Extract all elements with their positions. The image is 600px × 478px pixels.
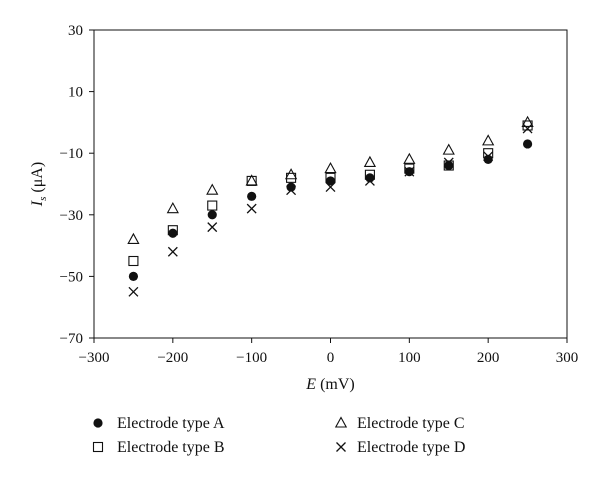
axis-titles: E (mV) Is (μA) bbox=[29, 162, 355, 393]
y-axis-title: Is (μA) bbox=[29, 162, 49, 207]
y-tick-label: 30 bbox=[68, 23, 83, 39]
data-point bbox=[442, 143, 455, 155]
y-tick-label: −10 bbox=[60, 146, 83, 162]
legend-marker bbox=[334, 416, 348, 428]
data-point bbox=[167, 225, 178, 236]
x-tick-label: −200 bbox=[157, 350, 188, 366]
legend-label: Electrode type A bbox=[117, 415, 225, 432]
data-point bbox=[128, 255, 139, 267]
x-tick-label: −100 bbox=[236, 350, 267, 366]
data-point bbox=[483, 154, 493, 164]
data-point bbox=[284, 168, 298, 180]
data-point bbox=[443, 157, 454, 168]
data-point bbox=[522, 139, 533, 149]
legend-item: Electrode type B bbox=[92, 439, 225, 456]
data-point bbox=[325, 182, 336, 193]
data-point bbox=[404, 163, 415, 174]
data-point bbox=[404, 166, 415, 177]
x-tick-label: 100 bbox=[398, 350, 421, 366]
data-point bbox=[207, 222, 218, 233]
data-point bbox=[127, 232, 140, 244]
data-point bbox=[246, 203, 257, 214]
data-point bbox=[364, 175, 375, 186]
data-point bbox=[483, 148, 494, 159]
legend-label: Electrode type B bbox=[117, 439, 225, 456]
data-point bbox=[167, 246, 178, 257]
x-tick-label: 200 bbox=[477, 350, 500, 366]
data-points bbox=[127, 115, 534, 297]
data-point bbox=[207, 200, 218, 211]
y-tick-label: −50 bbox=[60, 269, 83, 285]
x-axis-title: E (mV) bbox=[305, 376, 354, 393]
data-point bbox=[403, 152, 416, 164]
data-point bbox=[324, 161, 337, 174]
data-point bbox=[444, 160, 454, 171]
data-point bbox=[363, 155, 377, 167]
data-point bbox=[482, 134, 495, 146]
y-tick-label: −30 bbox=[60, 208, 83, 224]
data-point bbox=[128, 271, 139, 281]
series-b bbox=[128, 120, 533, 267]
y-tick-label: −70 bbox=[60, 331, 83, 347]
y-tick-label: 10 bbox=[68, 85, 83, 101]
series-a bbox=[128, 139, 533, 281]
data-point bbox=[483, 151, 494, 162]
legend-marker bbox=[93, 418, 103, 428]
series-c bbox=[127, 115, 534, 244]
data-point bbox=[168, 228, 178, 238]
data-point bbox=[206, 183, 219, 195]
axis-ticks: −300 −200 −100 0 100 200 300 −70 −50 −30 −10 10 30 bbox=[60, 23, 579, 366]
data-point bbox=[325, 176, 336, 186]
legend-item: Electrode type A bbox=[93, 415, 225, 432]
data-point bbox=[365, 173, 375, 183]
x-tick-label: 0 bbox=[327, 350, 335, 366]
legend-marker bbox=[336, 442, 346, 452]
data-point bbox=[443, 160, 454, 171]
legend-item: Electrode type D bbox=[336, 439, 465, 456]
data-point bbox=[128, 286, 139, 297]
series-d bbox=[128, 123, 533, 297]
data-point bbox=[521, 115, 534, 127]
legend: Electrode type A Electrode type B Electrod… bbox=[92, 415, 465, 456]
data-point bbox=[286, 185, 297, 196]
data-point bbox=[166, 201, 179, 214]
data-point bbox=[364, 169, 375, 180]
legend-label: Electrode type D bbox=[357, 439, 465, 456]
legend-label: Electrode type C bbox=[357, 415, 465, 432]
data-point bbox=[245, 174, 258, 186]
legend-item: Electrode type C bbox=[334, 415, 465, 432]
data-point bbox=[247, 191, 257, 201]
data-point bbox=[325, 172, 336, 183]
data-point bbox=[522, 123, 533, 134]
x-tick-label: −300 bbox=[79, 350, 110, 366]
data-point bbox=[286, 182, 296, 192]
x-tick-label: 300 bbox=[556, 350, 579, 366]
data-point bbox=[207, 210, 217, 220]
legend-marker bbox=[92, 441, 104, 453]
